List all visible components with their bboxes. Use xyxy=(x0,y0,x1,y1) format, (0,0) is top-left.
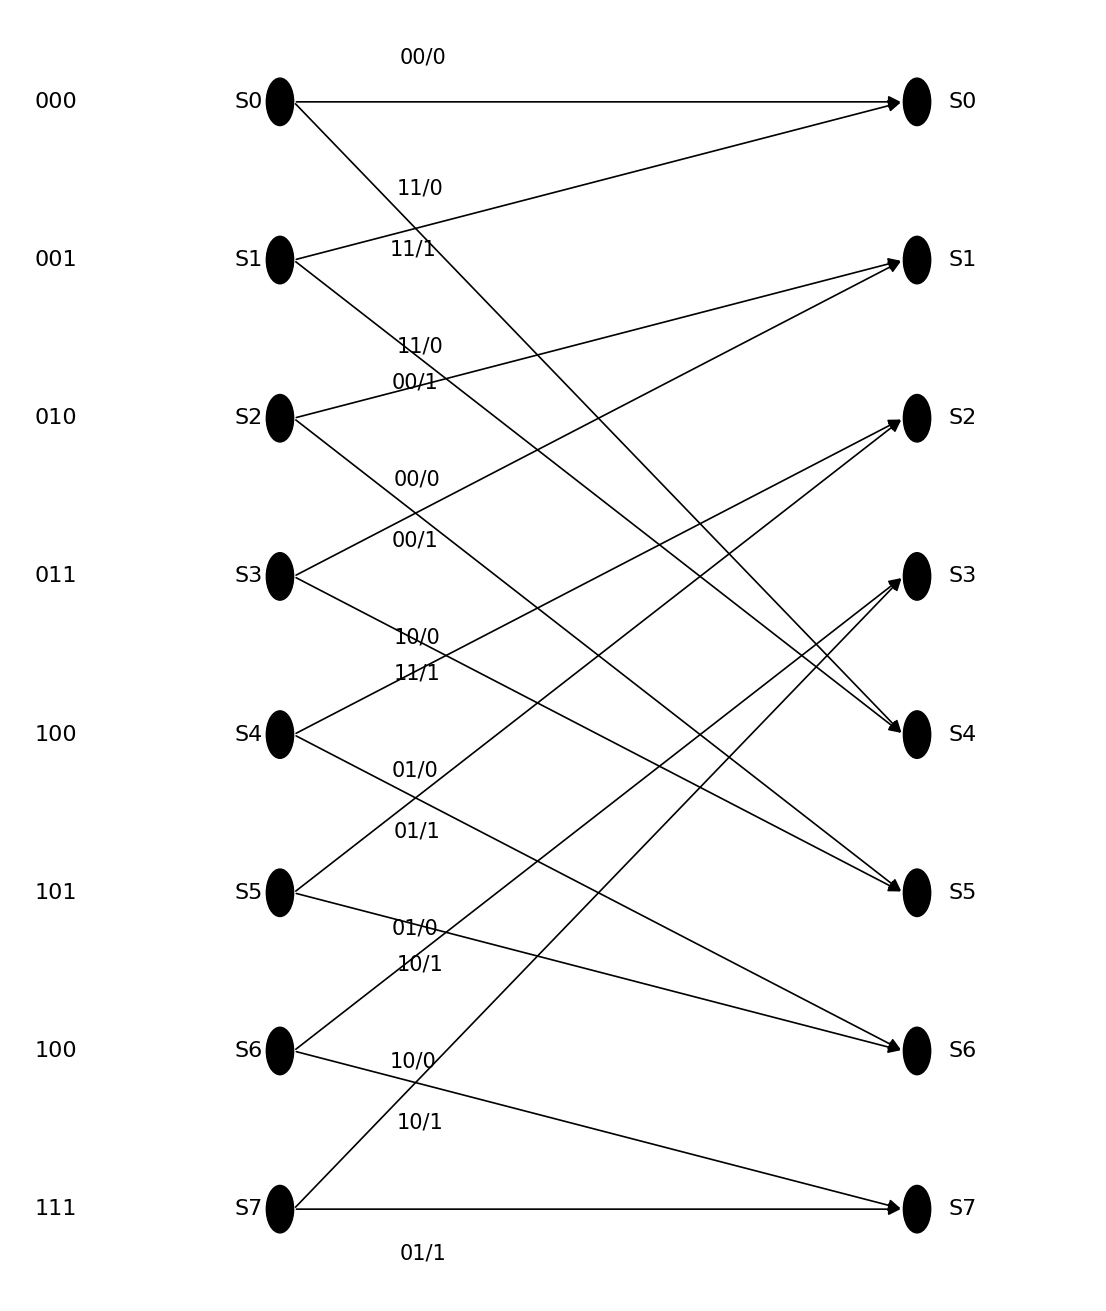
Text: S0: S0 xyxy=(949,92,978,111)
Text: S1: S1 xyxy=(234,250,263,270)
Circle shape xyxy=(904,395,930,442)
Circle shape xyxy=(267,711,293,758)
Text: 00/0: 00/0 xyxy=(399,47,447,67)
Circle shape xyxy=(904,236,930,283)
Text: 01/1: 01/1 xyxy=(394,822,441,842)
Text: S1: S1 xyxy=(949,250,977,270)
Text: 10/0: 10/0 xyxy=(394,628,441,648)
Text: 00/0: 00/0 xyxy=(394,469,441,489)
Circle shape xyxy=(904,79,930,126)
Text: S4: S4 xyxy=(234,725,263,745)
Text: 01/0: 01/0 xyxy=(392,918,438,939)
Text: 001: 001 xyxy=(34,250,77,270)
Circle shape xyxy=(267,1028,293,1075)
Circle shape xyxy=(267,1185,293,1232)
Text: 10/1: 10/1 xyxy=(397,954,444,974)
Circle shape xyxy=(267,236,293,283)
Text: 000: 000 xyxy=(34,92,77,111)
Text: 011: 011 xyxy=(34,566,76,586)
Text: 10/0: 10/0 xyxy=(389,1051,437,1071)
Text: 11/0: 11/0 xyxy=(397,178,444,199)
Text: 01/1: 01/1 xyxy=(399,1244,447,1264)
Circle shape xyxy=(267,553,293,600)
Text: S7: S7 xyxy=(949,1200,977,1219)
Circle shape xyxy=(904,869,930,916)
Text: S5: S5 xyxy=(949,882,978,903)
Text: S2: S2 xyxy=(949,408,977,429)
Circle shape xyxy=(904,1028,930,1075)
Text: S4: S4 xyxy=(949,725,977,745)
Text: S6: S6 xyxy=(949,1041,977,1061)
Text: 00/1: 00/1 xyxy=(392,372,438,393)
Circle shape xyxy=(267,79,293,126)
Text: S6: S6 xyxy=(234,1041,263,1061)
Text: 11/1: 11/1 xyxy=(394,663,441,683)
Circle shape xyxy=(267,869,293,916)
Text: S2: S2 xyxy=(234,408,263,429)
Text: 111: 111 xyxy=(34,1200,76,1219)
Circle shape xyxy=(904,1185,930,1232)
Text: 10/1: 10/1 xyxy=(397,1112,444,1133)
Circle shape xyxy=(267,395,293,442)
Text: 01/0: 01/0 xyxy=(392,760,438,780)
Text: 100: 100 xyxy=(34,1041,77,1061)
Circle shape xyxy=(904,553,930,600)
Text: S0: S0 xyxy=(234,92,263,111)
Text: 100: 100 xyxy=(34,725,77,745)
Text: S5: S5 xyxy=(234,882,263,903)
Text: S3: S3 xyxy=(234,566,263,586)
Text: 101: 101 xyxy=(34,882,76,903)
Text: S3: S3 xyxy=(949,566,977,586)
Text: 00/1: 00/1 xyxy=(392,531,438,551)
Text: 11/1: 11/1 xyxy=(389,240,437,260)
Circle shape xyxy=(904,711,930,758)
Text: S7: S7 xyxy=(234,1200,263,1219)
Text: 010: 010 xyxy=(34,408,77,429)
Text: 11/0: 11/0 xyxy=(397,337,444,357)
